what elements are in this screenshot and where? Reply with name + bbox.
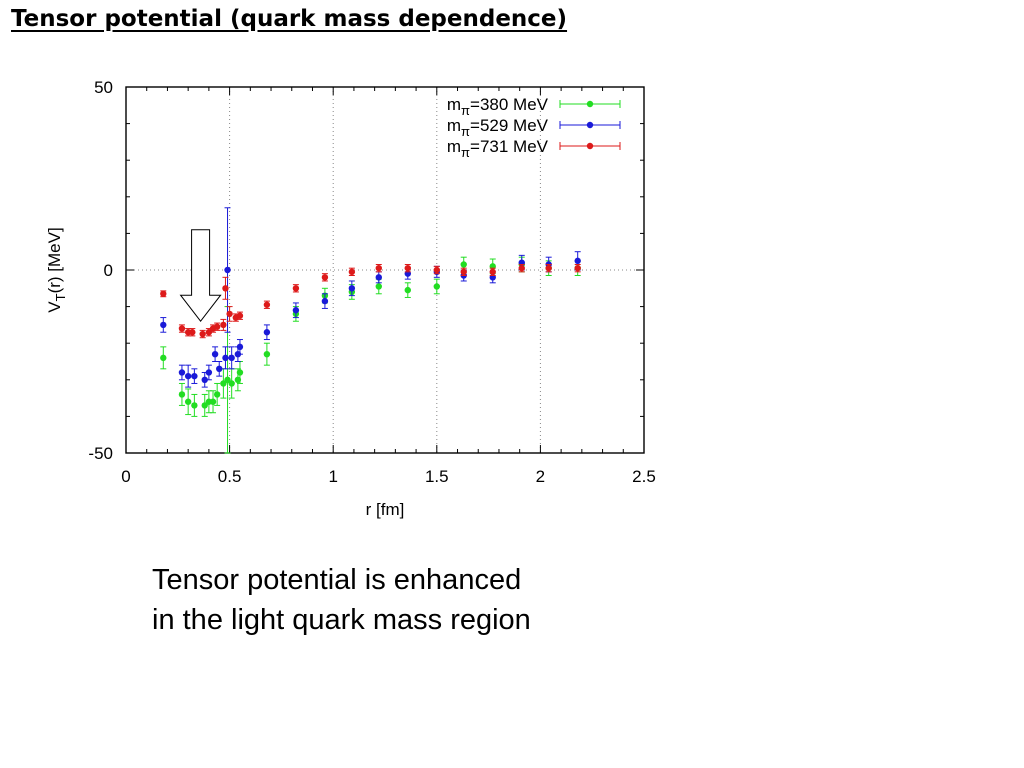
data-point <box>178 325 186 332</box>
legend-marker <box>586 100 594 108</box>
legend-label: mπ=529 MeV <box>447 116 549 139</box>
x-tick-label: 0 <box>121 467 130 486</box>
data-series <box>160 207 581 454</box>
series-3 <box>160 264 581 339</box>
data-point <box>199 330 206 338</box>
data-point <box>433 266 440 274</box>
legend-marker <box>586 121 594 129</box>
axis-ticks <box>125 86 645 454</box>
data-point <box>205 369 213 376</box>
data-point <box>160 321 167 329</box>
legend-label: mπ=731 MeV <box>447 137 549 160</box>
x-tick-label: 2 <box>536 467 545 486</box>
data-point <box>160 354 167 362</box>
data-point <box>178 391 186 398</box>
data-point <box>189 329 196 336</box>
data-point <box>213 323 221 330</box>
data-point <box>236 312 244 319</box>
data-point <box>263 301 271 308</box>
y-axis-label: VT(r) [MeV] <box>45 227 68 312</box>
data-point <box>518 264 525 272</box>
data-point <box>228 354 235 362</box>
data-point <box>220 380 227 387</box>
data-point <box>191 372 198 380</box>
data-point <box>160 290 167 297</box>
data-point <box>348 268 356 276</box>
tensor-potential-chart: 0 0.5 1 1.5 2 2.5 50 0 -50 r [fm] VT(r) [MeV] mπ… <box>45 78 656 519</box>
data-point <box>375 264 382 272</box>
data-point <box>404 264 411 272</box>
data-point <box>460 261 467 268</box>
data-point <box>263 329 271 336</box>
series-2 <box>160 207 581 388</box>
data-point <box>178 369 186 376</box>
data-point <box>184 372 192 380</box>
legend-marker <box>586 142 594 150</box>
data-point <box>209 398 217 405</box>
grid-lines <box>126 87 644 453</box>
data-point <box>375 274 382 281</box>
x-tick-label: 1.5 <box>425 467 449 486</box>
x-tick-label: 0.5 <box>218 467 242 486</box>
data-point <box>292 307 300 314</box>
x-axis-label: r [fm] <box>366 500 405 519</box>
data-point <box>574 257 581 265</box>
data-point <box>213 391 221 398</box>
data-point <box>263 350 271 358</box>
data-point <box>545 264 552 272</box>
data-point <box>201 376 208 383</box>
data-point <box>236 343 244 351</box>
data-point <box>460 268 467 276</box>
data-point <box>222 285 229 292</box>
legend-label: mπ=380 MeV <box>447 95 549 118</box>
y-tick-label: -50 <box>88 444 113 463</box>
data-point <box>224 376 231 383</box>
data-point <box>222 354 229 362</box>
x-tick-label: 1 <box>328 467 337 486</box>
data-point <box>211 350 219 358</box>
data-point <box>226 310 233 318</box>
data-point <box>220 321 227 329</box>
caption: Tensor potential is enhanced in the ligh… <box>152 560 531 640</box>
tick-labels: 0 0.5 1 1.5 2 2.5 50 0 -50 <box>88 78 655 486</box>
x-tick-label: 2.5 <box>632 467 656 486</box>
y-tick-label: 0 <box>104 261 113 280</box>
data-point <box>191 402 198 409</box>
annotations <box>179 229 222 323</box>
data-point <box>574 264 581 272</box>
caption-line-2: in the light quark mass region <box>152 604 531 636</box>
data-point <box>201 402 208 409</box>
data-point <box>205 329 213 336</box>
data-point <box>236 369 244 376</box>
y-tick-label: 50 <box>94 78 113 97</box>
data-point <box>489 268 496 276</box>
data-point <box>184 398 192 405</box>
data-point <box>375 283 382 290</box>
data-point <box>228 380 235 387</box>
data-point <box>433 283 440 290</box>
data-point <box>321 274 329 281</box>
slide-title: Tensor potential (quark mass dependence) <box>11 6 568 32</box>
data-point <box>224 266 231 274</box>
data-point <box>404 286 411 294</box>
data-point <box>216 365 223 373</box>
data-point <box>321 297 329 305</box>
data-point <box>348 285 356 292</box>
caption-line-1: Tensor potential is enhanced <box>152 564 522 596</box>
data-point <box>292 285 300 292</box>
down-arrow-icon <box>179 229 222 323</box>
